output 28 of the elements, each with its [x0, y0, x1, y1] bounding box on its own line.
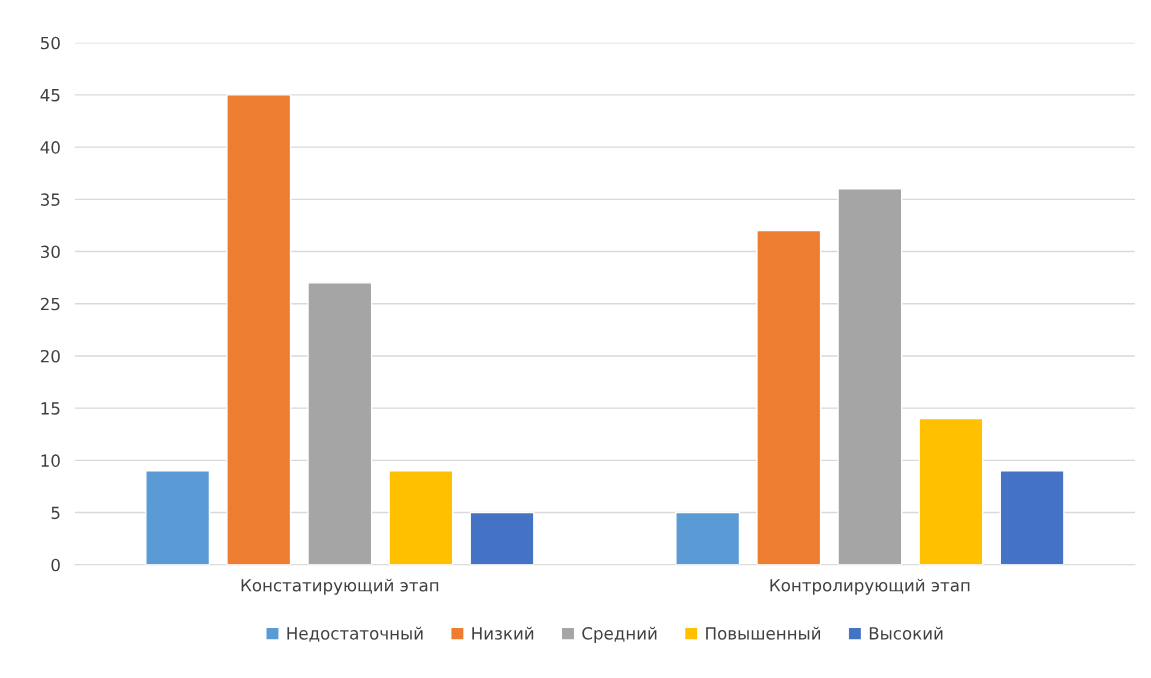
legend-label: Средний [582, 626, 657, 643]
bar [756, 229, 822, 565]
x-tick-label: Констатирующий этап [241, 578, 439, 595]
bar [226, 94, 292, 565]
y-tick-label: 0 [51, 558, 60, 572]
y-tick-label: 45 [40, 89, 60, 102]
y-tick-label: 30 [40, 245, 60, 259]
legend-label: Недостаточный [287, 626, 423, 642]
legend-label: Повышенный [706, 626, 821, 640]
bar [469, 511, 535, 565]
y-tick-label: 15 [41, 402, 60, 415]
legend-label: Высокий [869, 626, 943, 640]
y-tick-label: 40 [40, 141, 60, 154]
y-tick-label: 50 [41, 36, 60, 50]
y-tick-label: 10 [41, 454, 60, 467]
bar [675, 511, 741, 565]
y-tick-label: 20 [40, 349, 60, 363]
legend-label: Низкий [472, 626, 534, 640]
bar [388, 470, 454, 565]
bar [837, 188, 903, 565]
bar [307, 282, 373, 565]
bar [999, 470, 1065, 565]
y-tick-label: 35 [40, 193, 60, 206]
y-tick-label: 25 [40, 297, 60, 311]
x-tick-label: Контролирующий этап [770, 578, 970, 595]
bar [145, 470, 211, 565]
bar [918, 417, 984, 565]
y-tick-label: 5 [51, 506, 60, 520]
